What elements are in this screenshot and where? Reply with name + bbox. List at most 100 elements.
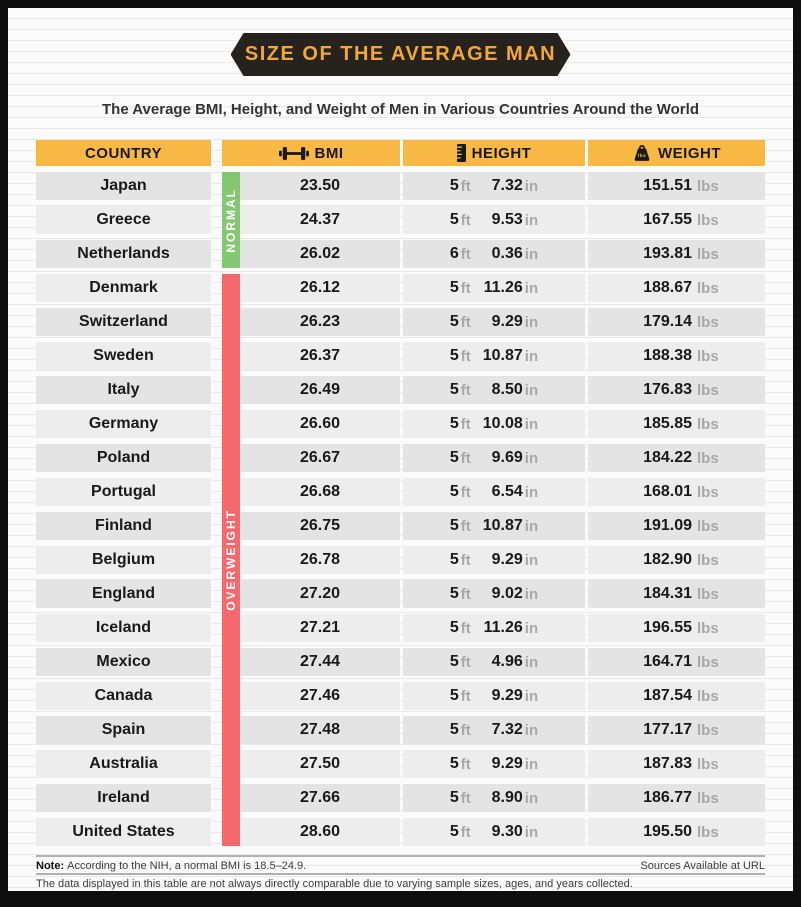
country-name: Japan — [100, 177, 147, 194]
weight-cell: 188.38 lbs — [588, 342, 765, 370]
bmi-value: 27.44 — [299, 653, 341, 670]
height-inches-value: 7.32 — [491, 721, 523, 738]
bmi-cell: 24.37 — [222, 206, 400, 234]
country-cell: Finland — [36, 512, 211, 540]
height-inches-value: 9.69 — [491, 449, 523, 466]
inches-unit-label: in — [524, 755, 539, 773]
weight-value: 179.14 — [643, 313, 692, 330]
inches-unit-label: in — [524, 313, 539, 331]
feet-unit-label: ft — [460, 415, 471, 433]
bmi-value: 27.20 — [299, 585, 341, 602]
dumbbell-icon — [278, 146, 309, 160]
bmi-value: 26.68 — [299, 483, 341, 500]
table-row: Poland 26.67 5 ft 9.69 in 184.22 lbs — [36, 444, 765, 472]
feet-unit-label: ft — [460, 483, 471, 501]
feet-unit-label: ft — [460, 279, 471, 297]
weight-value: 151.51 — [643, 177, 692, 194]
table-row: Japan 23.50 5 ft 7.32 in 151.51 lbs — [36, 172, 765, 200]
weight-value: 167.55 — [643, 211, 692, 228]
height-feet-value: 5 — [449, 789, 459, 806]
bmi-value: 26.12 — [299, 279, 341, 296]
bmi-band-normal: NORMAL — [222, 172, 240, 268]
height-cell: 5 ft 8.50 in — [403, 376, 585, 404]
pounds-unit-label: lbs — [697, 687, 719, 705]
weight-value: 185.85 — [643, 415, 692, 432]
table-row: Germany 26.60 5 ft 10.08 in 185.85 lbs — [36, 410, 765, 438]
column-header-bmi-label: BMI — [314, 144, 344, 162]
weight-value: 168.01 — [643, 483, 692, 500]
inches-unit-label: in — [524, 619, 539, 637]
pounds-unit-label: lbs — [697, 721, 719, 739]
country-cell: Switzerland — [36, 308, 211, 336]
country-cell: Spain — [36, 716, 211, 744]
country-cell: Ireland — [36, 784, 211, 812]
bmi-cell: 26.75 — [222, 512, 400, 540]
table-row: United States 28.60 5 ft 9.30 in 195.50 lbs — [36, 818, 765, 846]
height-feet-value: 5 — [449, 551, 459, 568]
bmi-cell: 28.60 — [222, 818, 400, 846]
pounds-unit-label: lbs — [697, 551, 719, 569]
weight-cell: 151.51 lbs — [588, 172, 765, 200]
feet-unit-label: ft — [460, 177, 471, 195]
country-name: England — [91, 585, 156, 602]
inches-unit-label: in — [524, 721, 539, 739]
footer: Note: According to the NIH, a normal BMI … — [36, 855, 765, 891]
footer-note-text: According to the NIH, a normal BMI is 18… — [67, 860, 307, 872]
bmi-cell: 26.37 — [222, 342, 400, 370]
feet-unit-label: ft — [460, 823, 471, 841]
height-cell: 5 ft 8.90 in — [403, 784, 585, 812]
height-inches-value: 9.30 — [491, 823, 523, 840]
column-header-bmi: BMI — [222, 140, 400, 166]
height-inches-value: 9.29 — [491, 313, 523, 330]
bmi-cell: 27.20 — [222, 580, 400, 608]
country-name: Canada — [94, 687, 153, 704]
height-inches-value: 10.08 — [482, 415, 523, 432]
page-title: SIZE OF THE AVERAGE MAN — [244, 43, 557, 65]
height-cell: 5 ft 9.69 in — [403, 444, 585, 472]
height-inches-value: 10.87 — [482, 517, 523, 534]
inches-unit-label: in — [524, 653, 539, 671]
weight-value: 196.55 — [643, 619, 692, 636]
column-header-country: COUNTRY — [36, 140, 211, 166]
bmi-value: 26.49 — [299, 381, 341, 398]
bmi-band-label: OVERWEIGHT — [224, 509, 238, 611]
pounds-unit-label: lbs — [697, 823, 719, 841]
bmi-cell: 27.21 — [222, 614, 400, 642]
height-feet-value: 5 — [449, 653, 459, 670]
height-feet-value: 5 — [449, 177, 459, 194]
footer-note-label: Note: — [36, 860, 65, 872]
height-feet-value: 5 — [449, 483, 459, 500]
country-cell: Japan — [36, 172, 211, 200]
height-inches-value: 6.54 — [491, 483, 523, 500]
weight-cell: 195.50 lbs — [588, 818, 765, 846]
weight-cell: 168.01 lbs — [588, 478, 765, 506]
inches-unit-label: in — [524, 585, 539, 603]
weight-value: 188.38 — [643, 347, 692, 364]
pounds-unit-label: lbs — [697, 789, 719, 807]
bmi-value: 26.78 — [299, 551, 341, 568]
height-cell: 5 ft 10.87 in — [403, 342, 585, 370]
weight-cell: 184.31 lbs — [588, 580, 765, 608]
bmi-cell: 27.66 — [222, 784, 400, 812]
feet-unit-label: ft — [460, 517, 471, 535]
table-row: Spain 27.48 5 ft 7.32 in 177.17 lbs — [36, 716, 765, 744]
bmi-cell: 26.68 — [222, 478, 400, 506]
weight-value: 195.50 — [643, 823, 692, 840]
bmi-cell: 26.60 — [222, 410, 400, 438]
country-name: Iceland — [95, 619, 152, 636]
weight-value: 191.09 — [643, 517, 692, 534]
height-inches-value: 8.50 — [491, 381, 523, 398]
weight-value: 182.90 — [643, 551, 692, 568]
country-name: Greece — [96, 211, 151, 228]
bmi-value: 23.50 — [299, 177, 341, 194]
bmi-value: 26.60 — [299, 415, 341, 432]
inches-unit-label: in — [524, 483, 539, 501]
pounds-unit-label: lbs — [697, 415, 719, 433]
inches-unit-label: in — [524, 449, 539, 467]
country-name: Italy — [107, 381, 140, 398]
pounds-unit-label: lbs — [697, 381, 719, 399]
height-inches-value: 0.36 — [491, 245, 523, 262]
country-name: Ireland — [97, 789, 150, 806]
country-cell: Australia — [36, 750, 211, 778]
weight-value: 176.83 — [643, 381, 692, 398]
